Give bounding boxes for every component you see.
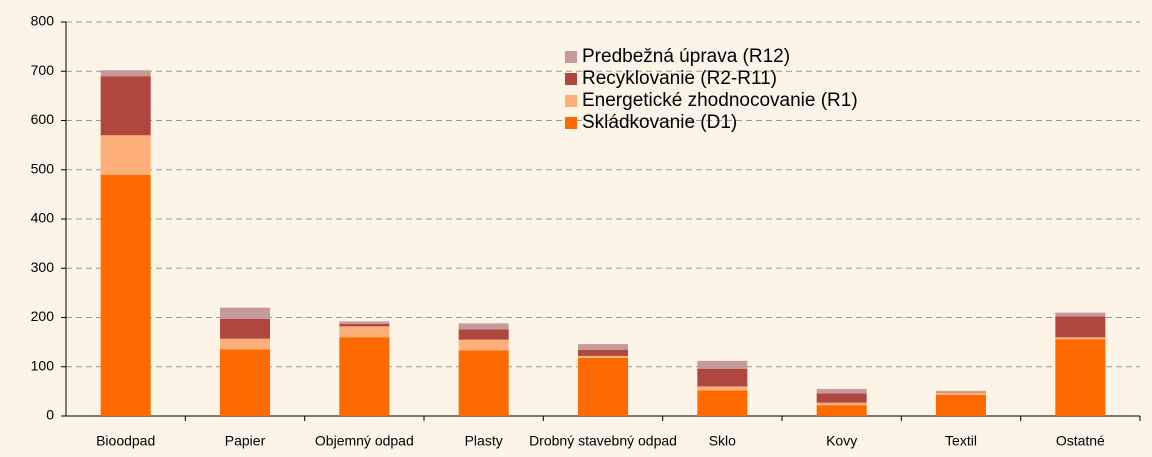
x-tick-label: Objemný odpad xyxy=(315,433,414,449)
bar-segment xyxy=(697,368,748,387)
y-tick-label: 500 xyxy=(31,160,55,176)
bar-segment xyxy=(816,393,867,403)
bar-segment xyxy=(220,349,270,416)
bar-segment xyxy=(100,76,151,136)
bar-segment xyxy=(458,350,509,416)
bar-segment xyxy=(697,360,748,369)
bar-segment xyxy=(100,70,151,77)
x-tick-label: Ostatné xyxy=(1056,433,1105,449)
bar-segment xyxy=(339,337,390,416)
bar-segment xyxy=(697,386,748,391)
bar-segment xyxy=(339,323,390,327)
y-tick-label: 800 xyxy=(31,13,55,29)
bar-segment xyxy=(816,402,867,406)
x-tick-label: Bioodpad xyxy=(96,433,155,449)
bar-segment xyxy=(339,326,390,338)
bar-segment xyxy=(1055,337,1106,340)
bar-segment xyxy=(1055,316,1106,338)
legend-swatch xyxy=(565,73,577,85)
bar-segment xyxy=(578,350,628,356)
legend-swatch xyxy=(565,95,577,107)
bar-segment xyxy=(458,339,509,351)
y-tick-label: 400 xyxy=(31,210,55,226)
bar-segment xyxy=(339,321,390,324)
bar-segment xyxy=(936,392,986,395)
y-tick-label: 700 xyxy=(31,62,55,78)
bar-segment xyxy=(816,405,867,416)
bar-segment xyxy=(1055,312,1106,317)
bar-segment xyxy=(458,329,509,340)
bar-segment xyxy=(816,388,867,394)
bar-segment xyxy=(936,394,986,416)
legend-swatch xyxy=(565,117,577,129)
x-tick-label: Drobný stavebný odpad xyxy=(529,433,677,449)
legend-label: Energetické zhodnocovanie (R1) xyxy=(582,90,858,111)
legend-label: Skládkovanie (D1) xyxy=(582,112,737,133)
bar-segment xyxy=(578,357,628,416)
y-tick-label: 200 xyxy=(31,308,55,324)
bar-segment xyxy=(697,390,748,416)
x-tick-label: Papier xyxy=(225,433,266,449)
bar-segment xyxy=(220,338,270,350)
y-tick-label: 100 xyxy=(31,357,55,373)
legend-label: Predbežná úprava (R12) xyxy=(582,46,790,67)
legend: Skládkovanie (D1)Energetické zhodnocovan… xyxy=(565,46,858,133)
bar-segment xyxy=(578,344,628,351)
bar-segment xyxy=(220,307,270,319)
y-tick-label: 600 xyxy=(31,111,55,127)
x-tick-label: Plasty xyxy=(465,433,503,449)
bar-segment xyxy=(100,135,151,175)
bar-segment xyxy=(458,323,509,330)
bar-segment xyxy=(220,318,270,339)
legend-swatch xyxy=(565,51,577,63)
x-tick-label: Kovy xyxy=(826,433,857,449)
bar-segment xyxy=(100,174,151,416)
x-tick-label: Sklo xyxy=(709,433,736,449)
y-tick-label: 0 xyxy=(46,407,54,423)
bar-segment xyxy=(1055,339,1106,416)
x-tick-label: Textil xyxy=(945,433,977,449)
bar-segment xyxy=(578,355,628,358)
legend-label: Recyklovanie (R2-R11) xyxy=(582,68,777,89)
y-tick-label: 300 xyxy=(31,259,55,275)
bar-segment xyxy=(936,390,986,392)
